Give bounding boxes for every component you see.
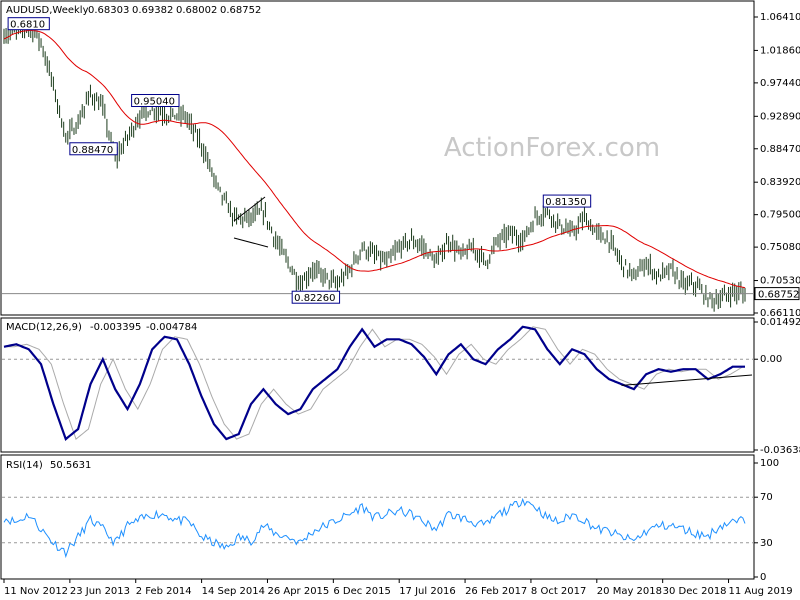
current-price-box: 0.68752 xyxy=(754,287,800,301)
price-tick-label: 0.70530 xyxy=(760,276,800,287)
watermark: ActionForex.com xyxy=(444,133,660,163)
rsi-line xyxy=(3,497,746,559)
time-axis-label: 14 Sep 2014 xyxy=(202,586,265,597)
price-annotations: 0.6810 0.88470 0.95040 0.82260 0.81350 xyxy=(7,17,592,304)
price-annotation-label: 0.81350 xyxy=(545,197,586,208)
rsi-pane-frame xyxy=(0,454,755,580)
macd-tick-label: -0.036389 xyxy=(760,445,800,456)
price-annotation: 0.6810 xyxy=(7,17,50,31)
rsi-label: RSI(14) xyxy=(6,460,43,471)
price-open-value: 0.68303 xyxy=(88,5,129,16)
macd-value: -0.003395 xyxy=(90,322,141,333)
price-tick-label: 0.83920 xyxy=(760,177,800,188)
rsi-pane: RSI(14) 50.5631 100 70 30 0 xyxy=(0,454,779,583)
macd-tick-label: 0.014925 xyxy=(760,317,800,328)
rsi-axis: 100 70 30 0 xyxy=(754,458,779,583)
price-tick-label: 0.75080 xyxy=(760,242,800,253)
time-axis-label: 26 Feb 2017 xyxy=(465,586,527,597)
price-annotation-label: 0.95040 xyxy=(134,97,175,108)
time-axis-label: 30 Dec 2018 xyxy=(663,586,727,597)
macd-signal-line xyxy=(4,326,745,440)
price-annotation-label: 0.82260 xyxy=(294,293,335,304)
price-tick-label: 1.06410 xyxy=(760,12,800,23)
price-annotation: 0.81350 xyxy=(542,194,592,208)
price-pane: ActionForex.com AUDUSD,Weekly 0.68303 0.… xyxy=(0,0,800,319)
macd-label: MACD(12,26,9) xyxy=(6,322,82,333)
price-low-value: 0.68002 xyxy=(176,5,217,16)
time-axis-label: 6 Dec 2015 xyxy=(333,586,391,597)
time-axis-label: 11 Aug 2019 xyxy=(729,586,793,597)
macd-signal-value: -0.004784 xyxy=(146,322,197,333)
price-tick-label: 0.92890 xyxy=(760,111,800,122)
macd-tick-label: 0.00 xyxy=(760,354,782,365)
time-axis-label: 23 Jun 2013 xyxy=(70,586,130,597)
time-axis-label: 20 May 2018 xyxy=(597,586,662,597)
time-axis-label: 11 Nov 2012 xyxy=(4,586,68,597)
price-annotation-label: 0.88470 xyxy=(72,145,113,156)
price-symbol-label: AUDUSD,Weekly xyxy=(6,5,89,16)
macd-axis: 0.014925 0.00 -0.036389 xyxy=(754,317,800,456)
price-header: AUDUSD,Weekly 0.68303 0.69382 0.68002 0.… xyxy=(6,5,261,16)
price-tick-label: 0.79500 xyxy=(760,210,800,221)
price-high-value: 0.69382 xyxy=(132,5,173,16)
macd-line xyxy=(3,325,745,441)
time-axis-label: 26 Apr 2015 xyxy=(267,586,329,597)
time-axis-label: 8 Oct 2017 xyxy=(531,586,586,597)
price-annotation: 0.88470 xyxy=(69,142,118,156)
price-tick-label: 0.66110 xyxy=(760,308,800,319)
time-axis: 11 Nov 2012 23 Jun 2013 2 Feb 2014 14 Sep 2… xyxy=(3,579,793,597)
rsi-tick-label: 0 xyxy=(760,572,766,583)
macd-trendline xyxy=(621,374,753,386)
macd-pane: MACD(12,26,9) -0.003395 -0.004784 0.0149… xyxy=(0,317,800,456)
time-axis-label: 2 Feb 2014 xyxy=(136,586,192,597)
price-annotation: 0.82260 xyxy=(291,290,341,304)
price-annotation: 0.95040 xyxy=(131,94,180,108)
price-tick-label: 0.97440 xyxy=(760,78,800,89)
current-price-label: 0.68752 xyxy=(758,290,799,301)
price-close-value: 0.68752 xyxy=(220,5,261,16)
price-pane-frame xyxy=(0,0,755,316)
time-axis-label: 17 Jul 2016 xyxy=(399,586,456,597)
rsi-levels xyxy=(2,496,754,544)
price-annotation-label: 0.6810 xyxy=(10,20,45,31)
triangle-pattern xyxy=(233,196,269,248)
moving-average-line xyxy=(3,29,746,289)
price-tick-label: 1.01860 xyxy=(760,45,800,56)
rsi-tick-label: 100 xyxy=(760,458,779,469)
rsi-tick-label: 70 xyxy=(760,492,773,503)
price-tick-label: 0.88470 xyxy=(760,144,800,155)
price-axis: 1.06410 1.01860 0.97440 0.92890 0.88470 0.839… xyxy=(754,12,800,319)
rsi-tick-label: 30 xyxy=(760,538,773,549)
rsi-value: 50.5631 xyxy=(50,460,91,471)
